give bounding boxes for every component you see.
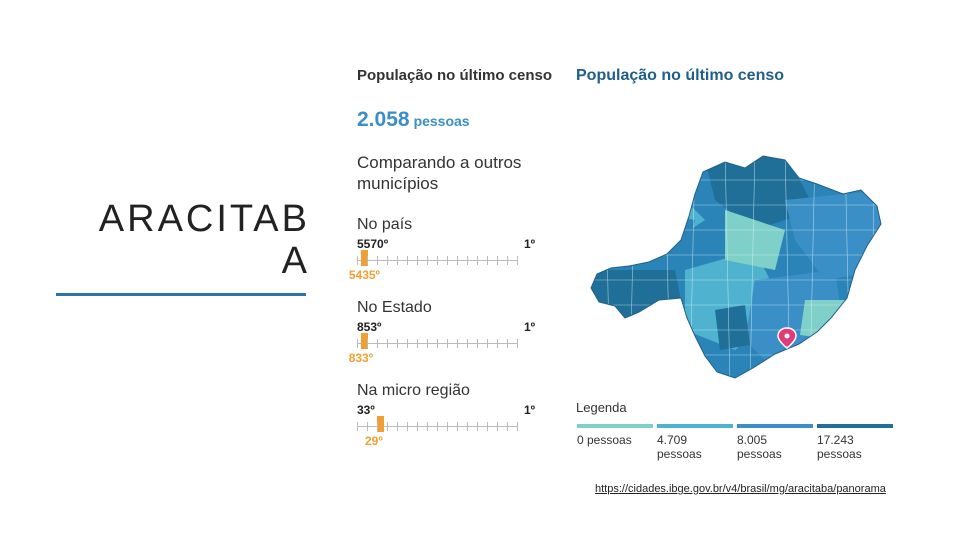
population-panel: População no último censo 2.058 pessoas C… [340,62,552,472]
scale-tick [507,422,508,431]
scale-tick [397,339,398,348]
scale-tick [367,339,368,348]
scale-tick [357,256,358,265]
scale-tick [507,256,508,265]
legend-swatch [657,424,733,428]
scale-tick [427,256,428,265]
rank-scale [357,250,518,266]
scale-tick [507,339,508,348]
scale-tick [387,339,388,348]
scale-tick [367,422,368,431]
scale-tick [437,256,438,265]
scale-tick [387,422,388,431]
scale-tick [447,339,448,348]
rank-current: 833º [348,351,374,365]
legend-swatch [577,424,653,428]
rank-marker [360,333,368,349]
population-value-line: 2.058 pessoas [357,108,470,132]
scale-tick [457,422,458,431]
legend-item: 0 pessoas [577,424,653,447]
scale-tick [397,256,398,265]
slide-title-line-2: A [281,240,310,282]
scale-tick [467,422,468,431]
scale-tick [407,422,408,431]
scale-tick [457,339,458,348]
rank-current: 5435º [348,268,380,282]
scale-tick [477,256,478,265]
rank-current: 29º [365,434,383,448]
scale-tick [417,256,418,265]
compare-heading: Comparando a outros municípios [357,153,522,193]
scale-tick [517,256,518,265]
scale-tick [497,422,498,431]
scale-tick [397,422,398,431]
legend-swatch [737,424,813,428]
rank-worst: 33º [357,403,375,417]
rank-microregion: Na micro região 33º 1º 29º [357,382,535,452]
scale-tick [357,339,358,348]
population-heading: População no último censo [357,67,553,84]
scale-tick [377,256,378,265]
rank-label: No país [357,216,413,233]
scale-tick [487,422,488,431]
scale-tick [497,339,498,348]
rank-label: No Estado [357,299,432,316]
rank-scale [357,333,518,349]
legend-item: 17.243 pessoas [817,424,893,461]
scale-tick [477,422,478,431]
slide-title-line-1: ARACITAB [98,198,310,240]
scale-tick [467,339,468,348]
scale-tick [447,256,448,265]
scale-tick [357,422,358,431]
legend-label: 0 pessoas [577,433,632,447]
scale-tick [417,422,418,431]
title-underline [56,293,306,296]
scale-tick [447,422,448,431]
scale-tick [377,422,378,431]
rank-country: No país 5570º 1º 5435º [349,216,535,286]
legend-label: 8.005 pessoas [737,433,782,461]
scale-tick [477,339,478,348]
scale-tick [437,339,438,348]
legend-swatch [817,424,893,428]
population-unit: pessoas [413,113,470,129]
rank-best: 1º [523,320,535,334]
slide-title: ARACITAB A [60,198,310,282]
rank-state: No Estado 853º 1º 833º [349,299,535,369]
scale-tick [497,256,498,265]
scale-tick [517,339,518,348]
scale-tick [377,339,378,348]
rank-label: Na micro região [357,382,470,399]
rank-worst: 5570º [357,237,389,251]
rank-best: 1º [523,237,535,251]
scale-tick [387,256,388,265]
source-link[interactable]: https://cidades.ibge.gov.br/v4/brasil/mg… [595,483,886,495]
scale-tick [407,256,408,265]
scale-tick [417,339,418,348]
legend-item: 4.709 pessoas [657,424,733,461]
legend-label: 4.709 pessoas [657,433,702,461]
scale-tick [517,422,518,431]
legend-item: 8.005 pessoas [737,424,813,461]
scale-tick [457,256,458,265]
scale-tick [407,339,408,348]
scale-tick [487,256,488,265]
legend-title: Legenda [576,400,627,415]
scale-tick [427,422,428,431]
rank-scale [357,416,518,432]
scale-tick [427,339,428,348]
scale-tick [437,422,438,431]
rank-worst: 853º [357,320,382,334]
legend-label: 17.243 pessoas [817,433,862,461]
rank-marker [377,416,384,432]
map-pin-icon[interactable] [777,327,797,349]
scale-tick [467,256,468,265]
state-map[interactable] [585,150,895,385]
rank-best: 1º [523,403,535,417]
scale-tick [367,256,368,265]
scale-tick [487,339,488,348]
population-value: 2.058 [357,108,410,131]
rank-marker [360,250,368,266]
map-title: População no último censo [576,67,785,84]
